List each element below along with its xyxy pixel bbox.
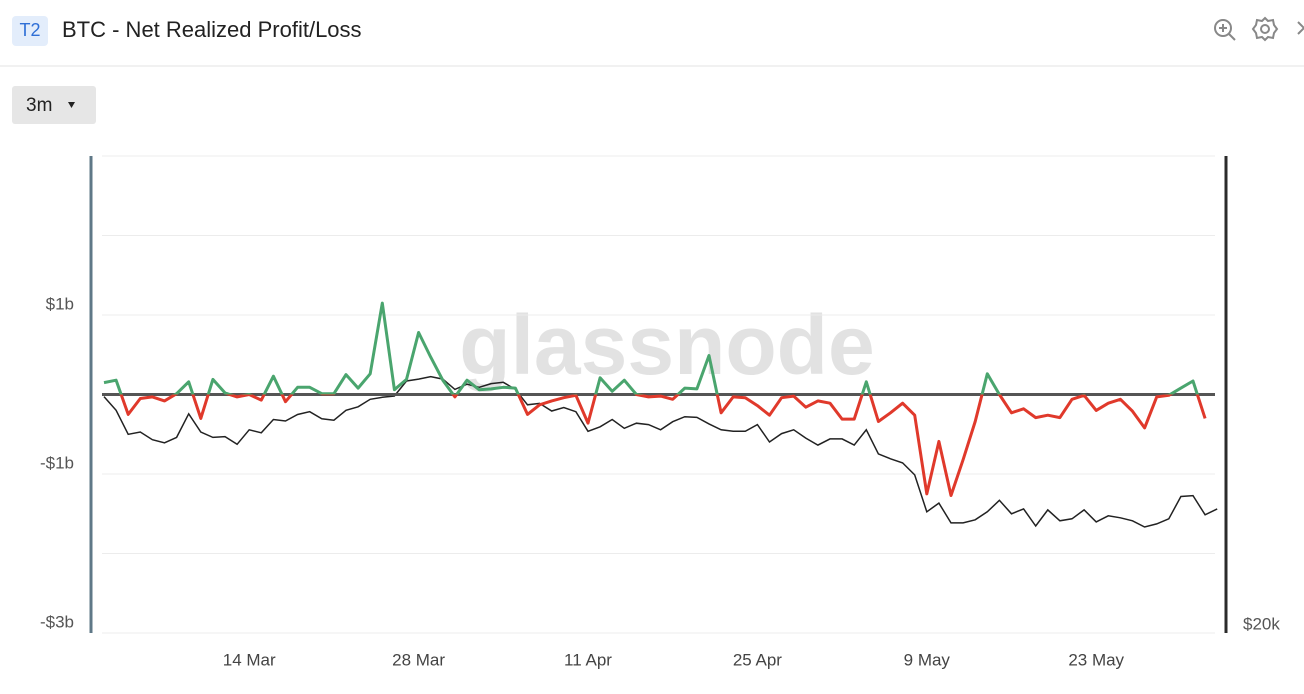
x-tick-label: 28 Mar xyxy=(392,650,445,669)
badge-bg xyxy=(12,16,48,46)
npl-line xyxy=(103,301,1207,497)
x-tick-label: 11 Apr xyxy=(564,650,612,669)
timeframe-label: 3m xyxy=(26,95,52,116)
zoom-icon[interactable] xyxy=(1214,19,1236,41)
x-tick-label: 25 Apr xyxy=(733,650,782,669)
y2-tick-label: $20k xyxy=(1243,614,1280,633)
y-tick-label: $1b xyxy=(46,294,74,313)
x-tick-label: 23 May xyxy=(1068,650,1124,669)
x-tick-label: 14 Mar xyxy=(223,650,276,669)
price-line xyxy=(103,375,1218,528)
timeframe-button[interactable] xyxy=(12,86,96,124)
chart-title: BTC - Net Realized Profit/Loss xyxy=(62,17,362,42)
settings-icon[interactable] xyxy=(1251,16,1279,42)
x-tick-label: 9 May xyxy=(904,650,951,669)
badge: T2 xyxy=(19,20,40,40)
y-tick-label: -$1b xyxy=(40,453,74,472)
y-tick-label: -$3b xyxy=(40,612,74,631)
dropdown-caret xyxy=(68,102,75,108)
watermark: glassnode xyxy=(459,298,874,392)
close-icon[interactable] xyxy=(1297,21,1304,35)
